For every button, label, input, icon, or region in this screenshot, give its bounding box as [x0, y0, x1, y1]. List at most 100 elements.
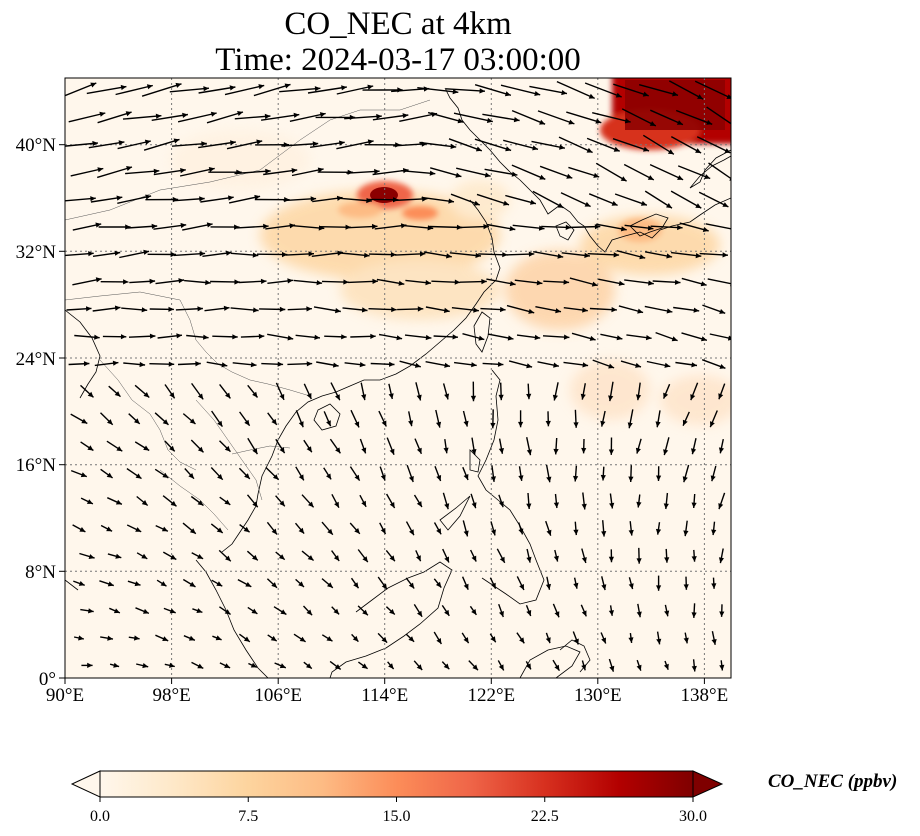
wind-vector-arrowhead: [490, 476, 496, 482]
wind-vector-arrowhead: [672, 91, 678, 97]
wind-vector-arrowhead: [298, 474, 304, 481]
wind-vector-arrowhead: [256, 139, 263, 145]
wind-vector-arrowhead: [436, 638, 442, 644]
wind-vector-shaft: [391, 87, 430, 93]
wind-vector-arrowhead: [463, 420, 469, 427]
wind-vector-arrowhead: [588, 93, 595, 99]
wind-vector-arrowhead: [284, 83, 291, 89]
wind-vector-arrowhead: [532, 145, 538, 151]
wind-vector-arrowhead: [573, 638, 579, 645]
wind-vector-arrowhead: [724, 148, 731, 153]
wind-vector-arrowhead: [134, 581, 141, 587]
wind-vector-arrowhead: [362, 609, 368, 616]
wind-vector-arrowhead: [189, 418, 196, 424]
wind-vector-arrowhead: [718, 393, 724, 400]
wind-vector-shaft: [260, 113, 300, 121]
wind-vector-arrowhead: [141, 553, 148, 559]
wind-vector-shaft: [70, 167, 104, 177]
wind-vector-arrowhead: [616, 335, 623, 341]
wind-vector-arrowhead: [643, 146, 649, 152]
wind-vector-arrowhead: [83, 361, 90, 367]
wind-vector-arrowhead: [95, 222, 102, 228]
wind-vector-arrowhead: [635, 362, 641, 368]
wind-vector-arrowhead: [229, 85, 236, 91]
wind-vector-arrowhead: [402, 113, 409, 119]
wind-vector-arrowhead: [345, 224, 351, 230]
wind-vector-arrowhead: [244, 473, 250, 479]
wind-vector-arrowhead: [676, 120, 683, 125]
wind-vector-arrowhead: [169, 445, 175, 452]
wind-vector-shaft: [117, 195, 152, 204]
wind-vector-arrowhead: [388, 663, 394, 669]
wind-vector-shaft: [346, 170, 380, 174]
lon-tick-labels: 90°E 98°E 106°E 114°E 122°E 130°E 138°E: [46, 685, 728, 706]
wind-vector-arrowhead: [479, 88, 485, 94]
wind-vector-arrowhead: [116, 195, 123, 201]
wind-vector-arrowhead: [718, 447, 724, 454]
wind-vector-shaft: [65, 197, 96, 202]
wind-vector-arrowhead: [727, 335, 731, 341]
wind-vector-arrowhead: [277, 361, 284, 367]
wind-vector-arrowhead: [719, 364, 726, 369]
wind-vector-shaft: [372, 114, 409, 121]
wind-vector-shaft: [558, 136, 593, 154]
wind-vector-arrowhead: [436, 528, 442, 535]
wind-vector-arrowhead: [172, 196, 179, 203]
wind-vector-shaft: [621, 108, 657, 127]
wind-vector-shaft: [445, 88, 486, 92]
wind-vector-arrowhead: [195, 361, 201, 367]
wind-vector-arrowhead: [608, 363, 615, 369]
wind-vector-arrowhead: [87, 662, 93, 668]
wind-vector-arrowhead: [471, 362, 477, 368]
wind-vector-arrowhead: [470, 395, 477, 402]
wind-vector-shaft: [560, 192, 591, 208]
wind-vector-arrowhead: [463, 474, 469, 480]
wind-vector-arrowhead: [252, 448, 258, 455]
wind-vector-arrowhead: [581, 610, 587, 617]
wind-vector-arrowhead: [582, 362, 589, 368]
wind-vector-arrowhead: [244, 419, 250, 426]
wind-vector-arrowhead: [663, 663, 669, 670]
wind-vector-arrowhead: [188, 635, 195, 641]
wind-vector-arrowhead: [526, 663, 531, 670]
wind-vector-arrowhead: [639, 254, 646, 260]
wind-vector-arrowhead: [254, 194, 261, 200]
wind-vector-arrowhead: [160, 581, 167, 587]
wind-vector-arrowhead: [341, 85, 347, 91]
wind-vector-arrowhead: [389, 448, 395, 455]
wind-vector-arrowhead: [475, 146, 482, 152]
wind-vector-arrowhead: [416, 664, 423, 670]
wind-vector-arrowhead: [215, 635, 222, 641]
wind-vector-arrowhead: [691, 362, 697, 368]
wind-vector-shaft: [401, 170, 436, 175]
wind-vector-arrowhead: [114, 391, 121, 397]
wind-vector-arrowhead: [504, 91, 511, 97]
lat-tick-label: 16°N: [16, 455, 57, 476]
wind-vector-arrowhead: [526, 610, 532, 616]
wind-vector-shaft: [336, 85, 374, 95]
colorbar-tick-label: 0.0: [90, 808, 110, 825]
wind-vector-arrowhead: [149, 333, 156, 339]
wind-vector-arrowhead: [526, 449, 532, 456]
wind-vector-arrowhead: [310, 196, 317, 202]
wind-vector-arrowhead: [448, 198, 454, 204]
wind-vector-shaft: [696, 136, 731, 154]
wind-vector-arrowhead: [409, 529, 414, 536]
wind-vector-arrowhead: [352, 635, 359, 642]
wind-vector-shaft: [392, 198, 428, 202]
wind-vector-arrowhead: [600, 474, 606, 481]
wind-vector-shaft: [65, 82, 97, 97]
lon-tick-label: 98°E: [152, 685, 190, 706]
wind-vector-arrowhead: [380, 528, 386, 534]
map-title: CO_NEC at 4km: [284, 6, 512, 42]
wind-vector-arrowhead: [389, 609, 395, 615]
wind-vector-arrowhead: [230, 140, 236, 146]
wind-vector-arrowhead: [308, 501, 314, 508]
wind-vector-arrowhead: [265, 168, 271, 174]
wind-vector-shaft: [417, 87, 459, 93]
wind-vector-arrowhead: [666, 308, 673, 314]
wind-vector-arrowhead: [113, 608, 120, 614]
wind-vector-arrowhead: [113, 662, 120, 668]
wind-vector-arrowhead: [444, 393, 450, 400]
wind-vector-shaft: [283, 197, 317, 202]
